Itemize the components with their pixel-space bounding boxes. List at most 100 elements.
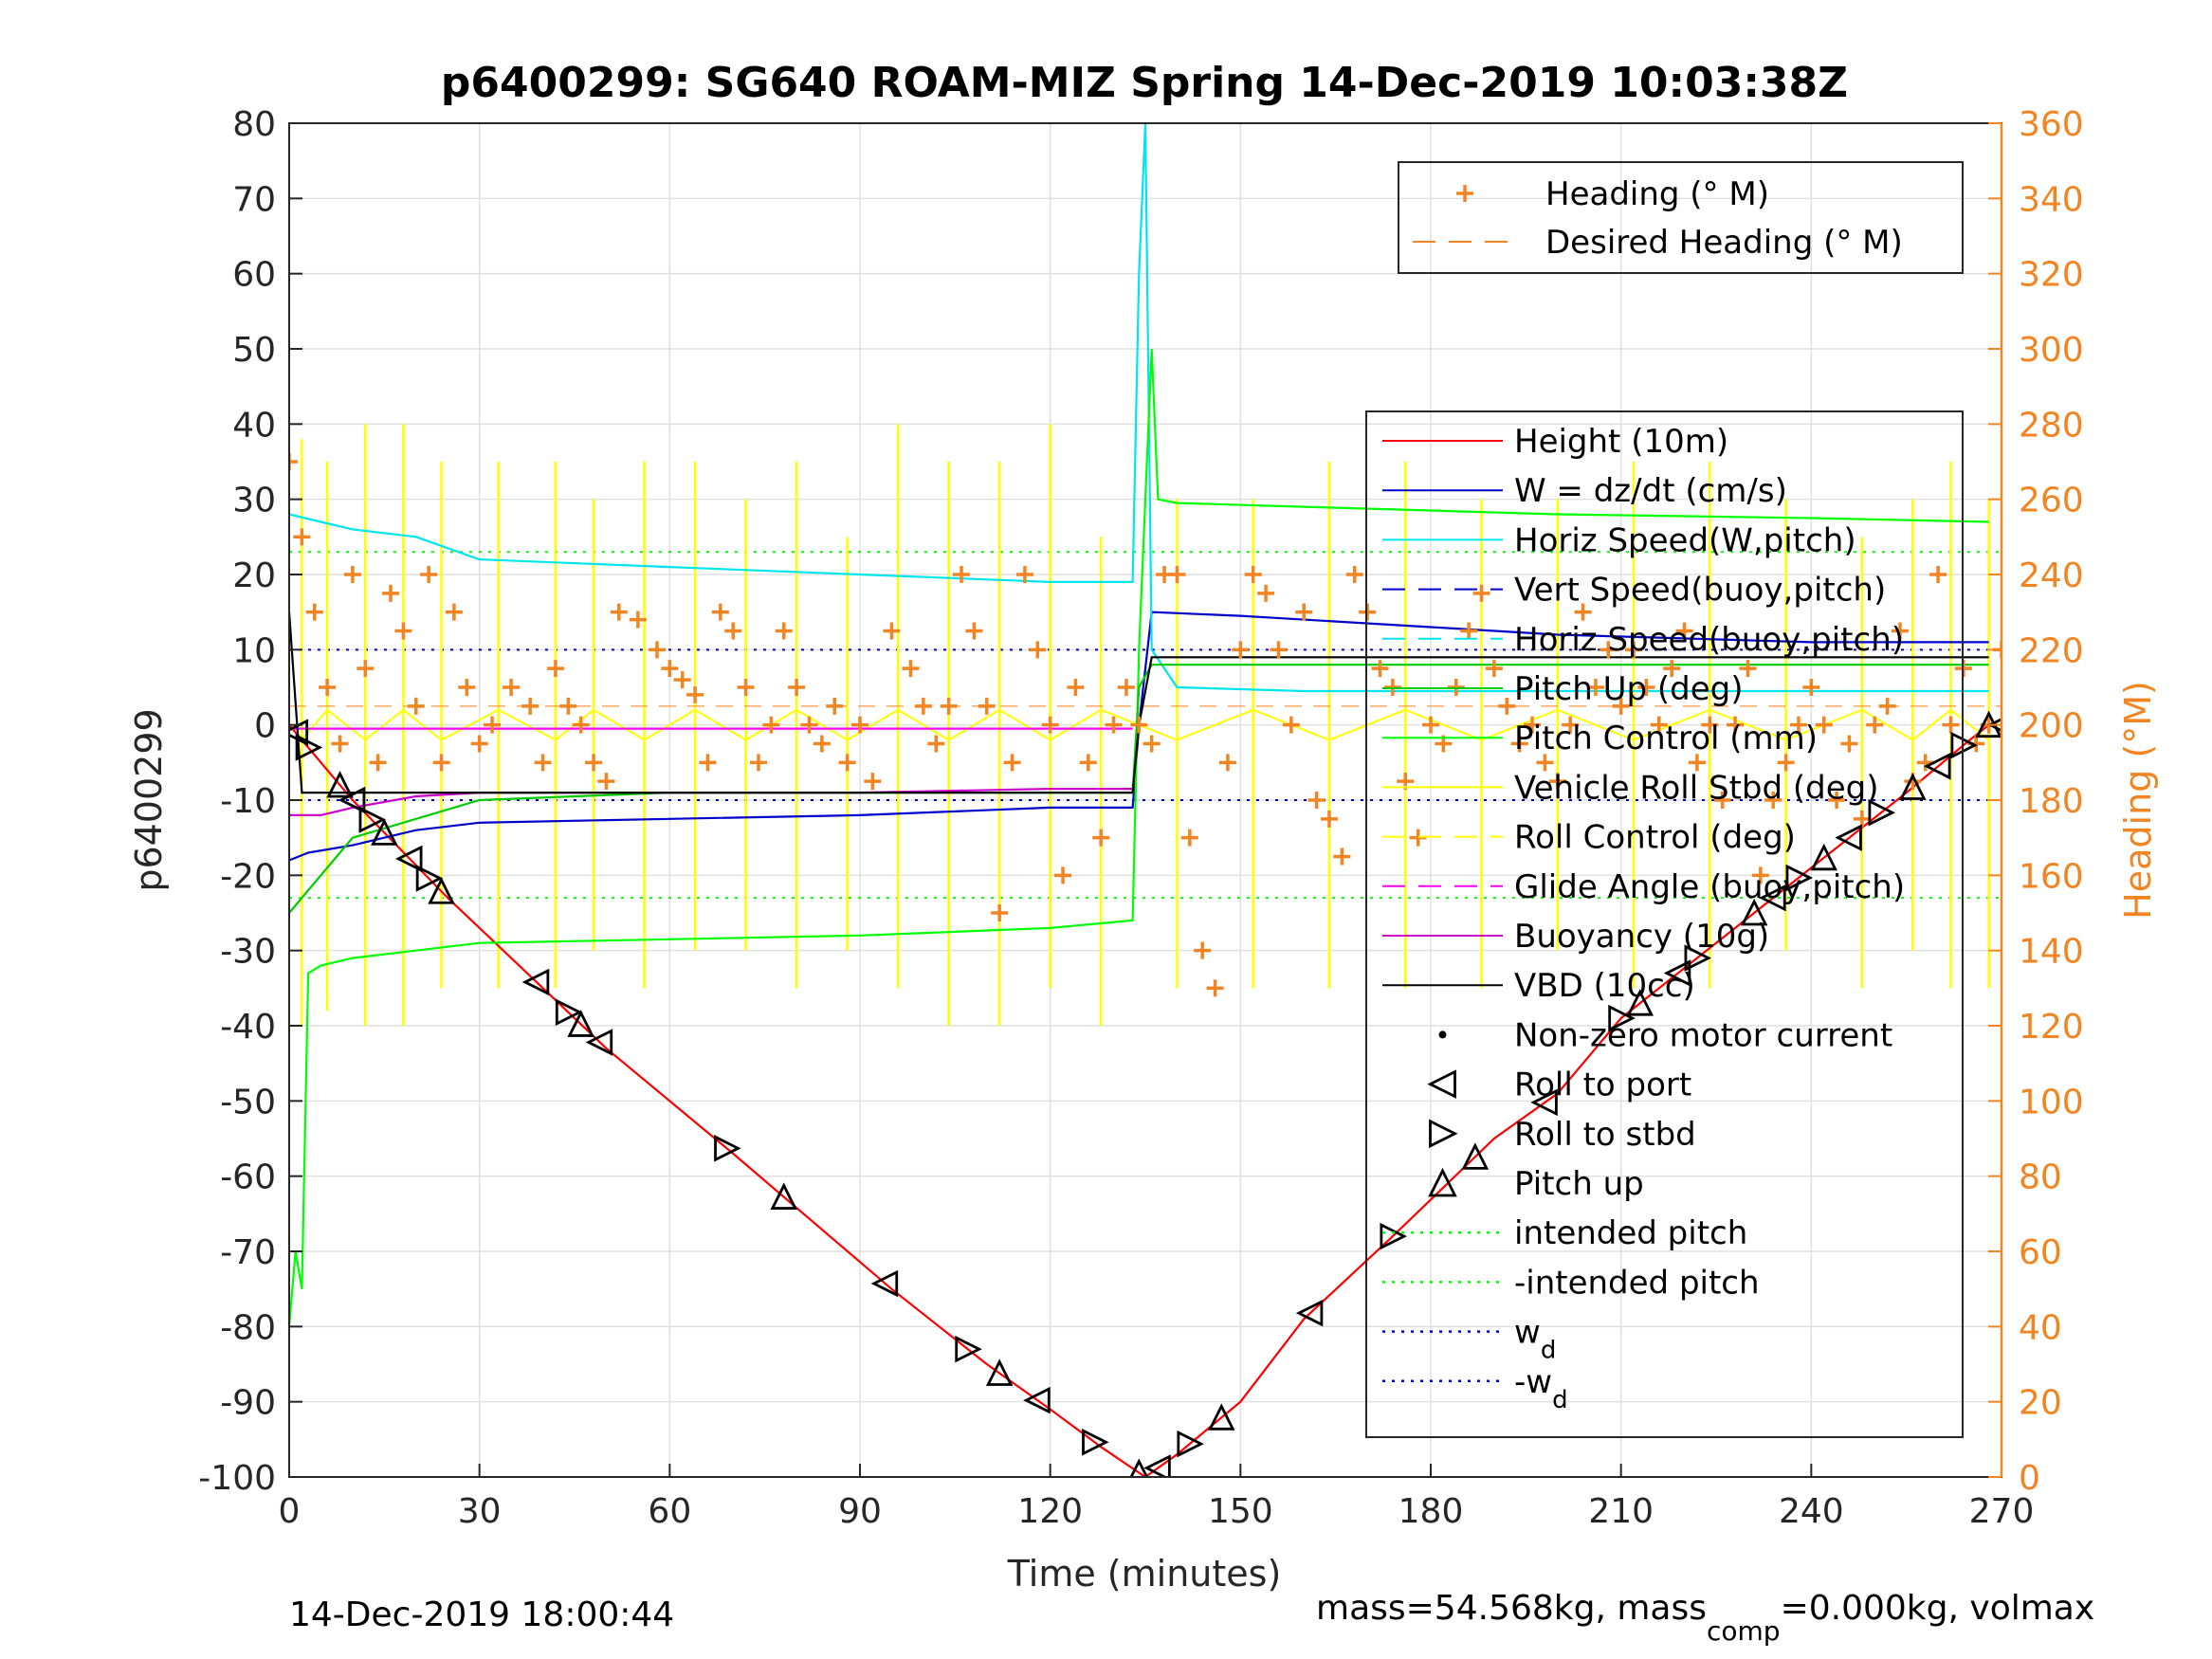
motor-marker <box>1608 1004 1636 1032</box>
heading-point <box>1194 941 1212 959</box>
heading-point <box>1003 754 1021 772</box>
legend-top: Heading (° M) Desired Heading (° M) <box>1398 161 1964 274</box>
y-tick-label: -10 <box>220 782 276 821</box>
legend-label: Buoyancy (10g) <box>1514 918 1769 956</box>
heading-point <box>1498 697 1516 715</box>
heading-point <box>1206 979 1224 997</box>
heading-point <box>1536 754 1554 772</box>
legend-label: Pitch Up (deg) <box>1514 670 1743 708</box>
legend-label: Roll to stbd <box>1514 1116 1696 1154</box>
y-tick-label: -30 <box>220 933 276 972</box>
heading-point <box>1270 641 1288 659</box>
heading-point <box>1015 566 1033 583</box>
heading-point <box>1637 679 1655 696</box>
heading-point <box>470 735 488 753</box>
motor-marker <box>1835 824 1862 851</box>
y2-tick-label: 280 <box>2019 406 2084 445</box>
heading-point <box>1041 716 1059 734</box>
legend-label: Desired Heading (° M) <box>1545 224 1903 262</box>
motor-marker <box>555 998 583 1026</box>
heading-point <box>838 754 856 772</box>
heading-point <box>953 566 971 583</box>
legend-label: wd <box>1514 1314 1556 1365</box>
x-tick-label: 240 <box>1779 1492 1844 1531</box>
motor-marker <box>338 786 366 814</box>
heading-point <box>800 716 818 734</box>
heading-point <box>1422 716 1439 734</box>
heading-point <box>534 754 552 772</box>
legend-label: Heading (° M) <box>1545 175 1769 213</box>
heading-point <box>1727 716 1745 734</box>
heading-point <box>1675 622 1693 640</box>
y2-tick-label: 40 <box>2019 1308 2062 1347</box>
y2-axis-label: Heading (°M) <box>2117 681 2159 920</box>
heading-point <box>1218 754 1236 772</box>
footer-mass: mass=54.568kg, masscomp=0.000kg, volmax <box>1316 1589 2094 1647</box>
heading-point <box>762 716 780 734</box>
x-tick-label: 150 <box>1208 1492 1273 1531</box>
heading-point <box>1562 716 1580 734</box>
heading-point <box>293 528 311 546</box>
x-tick-label: 0 <box>279 1492 301 1531</box>
heading-point <box>1878 697 1896 715</box>
heading-point <box>978 697 996 715</box>
motor-marker <box>521 968 550 996</box>
markers-layer <box>289 710 2002 1477</box>
heading-point <box>1485 660 1503 678</box>
y-tick-label: 10 <box>232 631 276 670</box>
legend-label: Roll to port <box>1514 1066 1691 1104</box>
y2-tick-label: 120 <box>2019 1008 2084 1047</box>
heading-point <box>1713 792 1731 809</box>
heading-point <box>356 660 375 678</box>
motor-marker <box>1208 1403 1235 1431</box>
heading-point <box>394 622 412 640</box>
legend-swatch <box>1427 1069 1456 1099</box>
motor-marker <box>1923 753 1951 780</box>
heading-point <box>1092 829 1110 847</box>
y2-tick-label: 360 <box>2019 105 2084 144</box>
footer-mass-subscript: comp <box>1707 1615 1781 1647</box>
motor-marker <box>1023 1386 1051 1414</box>
y-tick-label: 0 <box>254 707 276 746</box>
heading-point <box>864 773 882 791</box>
heading-point <box>737 679 755 696</box>
x-tick-label: 90 <box>838 1492 882 1531</box>
x-tick-label: 30 <box>458 1492 502 1531</box>
x-tick-label: 210 <box>1588 1492 1654 1531</box>
heading-point <box>661 660 679 678</box>
motor-marker <box>394 845 423 873</box>
heading-point <box>1942 716 1960 734</box>
heading-point <box>1701 716 1719 734</box>
y-tick-label: 20 <box>232 556 276 595</box>
heading-point <box>1891 622 1909 640</box>
motor-marker <box>1295 1299 1324 1327</box>
y2-tick-label: 160 <box>2019 857 2084 896</box>
y2-tick-label: 340 <box>2019 180 2084 219</box>
heading-point <box>775 622 793 640</box>
heading-point <box>1929 566 1947 583</box>
legend-label: -wd <box>1514 1363 1568 1414</box>
heading-point <box>305 603 323 621</box>
heading-point <box>1815 716 1833 734</box>
heading-point <box>1828 792 1846 809</box>
heading-point <box>597 773 615 791</box>
y2-tick-label: 320 <box>2019 256 2084 295</box>
heading-point <box>1130 716 1148 734</box>
series-line <box>289 123 1989 693</box>
heading-point <box>1916 754 1934 772</box>
series-line <box>289 611 1989 862</box>
heading-point <box>940 697 958 715</box>
heading-point <box>1180 829 1198 847</box>
heading-point <box>813 735 831 753</box>
heading-point <box>1345 566 1363 583</box>
motor-marker <box>1530 1088 1558 1117</box>
heading-point <box>1574 603 1592 621</box>
motor-marker <box>985 1358 1014 1386</box>
motor-marker <box>1626 989 1654 1016</box>
y-tick-label: -20 <box>220 857 276 896</box>
y-tick-label: -100 <box>198 1459 276 1498</box>
y2-tick-label: 100 <box>2019 1083 2084 1121</box>
motor-marker <box>428 877 455 904</box>
heading-point <box>1460 622 1478 640</box>
